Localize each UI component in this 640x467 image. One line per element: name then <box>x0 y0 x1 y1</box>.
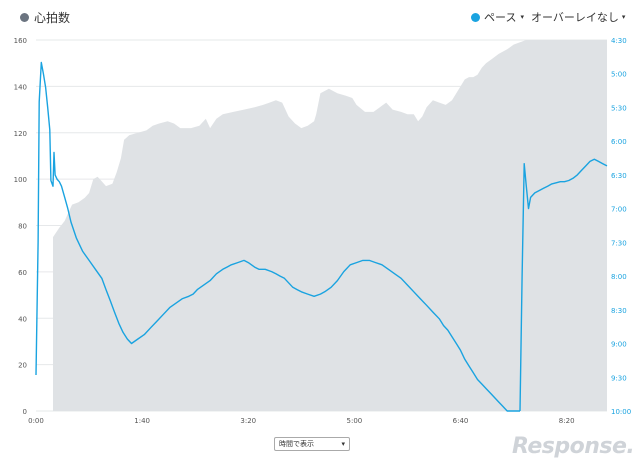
right-axis-tick-7: 8:00 <box>611 273 627 281</box>
overlay-dropdown[interactable]: オーバーレイなし ▾ <box>531 9 625 25</box>
left-axis-tick-5: 100 <box>14 176 27 184</box>
left-axis-tick-7: 140 <box>14 83 27 91</box>
right-axis-tick-0: 4:30 <box>611 37 627 45</box>
x-axis-tick-3: 5:00 <box>347 417 363 425</box>
x-axis-tick-1: 1:40 <box>134 417 150 425</box>
time-display-select[interactable]: 時間で表示 ▾ <box>274 437 350 451</box>
right-axis-tick-6: 7:30 <box>611 239 627 247</box>
legend-heart-rate[interactable]: 心拍数 <box>20 9 70 26</box>
overlay-chevron-down-icon: ▾ <box>621 13 626 21</box>
right-axis-tick-3: 6:00 <box>611 138 627 146</box>
watermark-logo: Response. <box>512 434 635 459</box>
right-axis-tick-4: 6:30 <box>611 172 627 180</box>
pace-dot-icon <box>471 12 480 22</box>
right-axis-tick-11: 10:00 <box>611 408 631 416</box>
pace-line-1 <box>35 61 520 412</box>
x-axis-tick-2: 3:20 <box>240 417 256 425</box>
left-axis-tick-1: 20 <box>18 362 27 370</box>
right-axis-tick-1: 5:00 <box>611 71 627 79</box>
right-axis-tick-10: 9:30 <box>611 374 627 382</box>
left-axis-tick-8: 160 <box>14 37 27 45</box>
right-axis-tick-8: 8:30 <box>611 307 627 315</box>
left-axis-tick-0: 0 <box>23 408 27 416</box>
heart-rate-dot-icon <box>20 13 29 22</box>
pace-chevron-down-icon: ▾ <box>520 13 524 21</box>
heart-rate-label: 心拍数 <box>34 11 71 25</box>
right-axis-tick-5: 7:00 <box>611 206 627 214</box>
select-chevron-down-icon: ▾ <box>341 440 345 448</box>
x-axis-tick-4: 6:40 <box>453 417 469 425</box>
time-display-select-value: 時間で表示 <box>279 440 314 448</box>
heart-rate-area <box>53 40 607 411</box>
x-axis-tick-0: 0:00 <box>28 417 44 425</box>
left-axis-tick-2: 40 <box>18 315 27 323</box>
right-axis-tick-2: 5:30 <box>611 104 627 112</box>
left-axis-tick-3: 60 <box>18 269 27 277</box>
pace-line-2 <box>519 158 608 412</box>
pace-label: ペース <box>484 11 517 24</box>
overlay-label: オーバーレイなし <box>531 11 619 24</box>
left-axis-tick-6: 120 <box>14 130 27 138</box>
legend-pace-dropdown[interactable]: ペース ▾ <box>471 9 524 25</box>
x-axis-tick-5: 8:20 <box>559 417 575 425</box>
right-axis-tick-9: 9:00 <box>611 341 627 349</box>
left-axis-tick-4: 80 <box>18 223 27 231</box>
